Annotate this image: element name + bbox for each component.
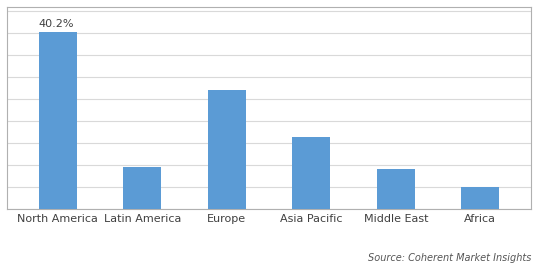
Text: Source: Coherent Market Insights: Source: Coherent Market Insights bbox=[367, 254, 531, 263]
Bar bbox=[292, 137, 330, 209]
Bar bbox=[208, 90, 246, 209]
Bar bbox=[377, 169, 415, 209]
Text: 40.2%: 40.2% bbox=[39, 19, 74, 29]
Bar bbox=[123, 167, 161, 209]
Bar bbox=[39, 32, 77, 209]
Bar bbox=[461, 187, 499, 209]
